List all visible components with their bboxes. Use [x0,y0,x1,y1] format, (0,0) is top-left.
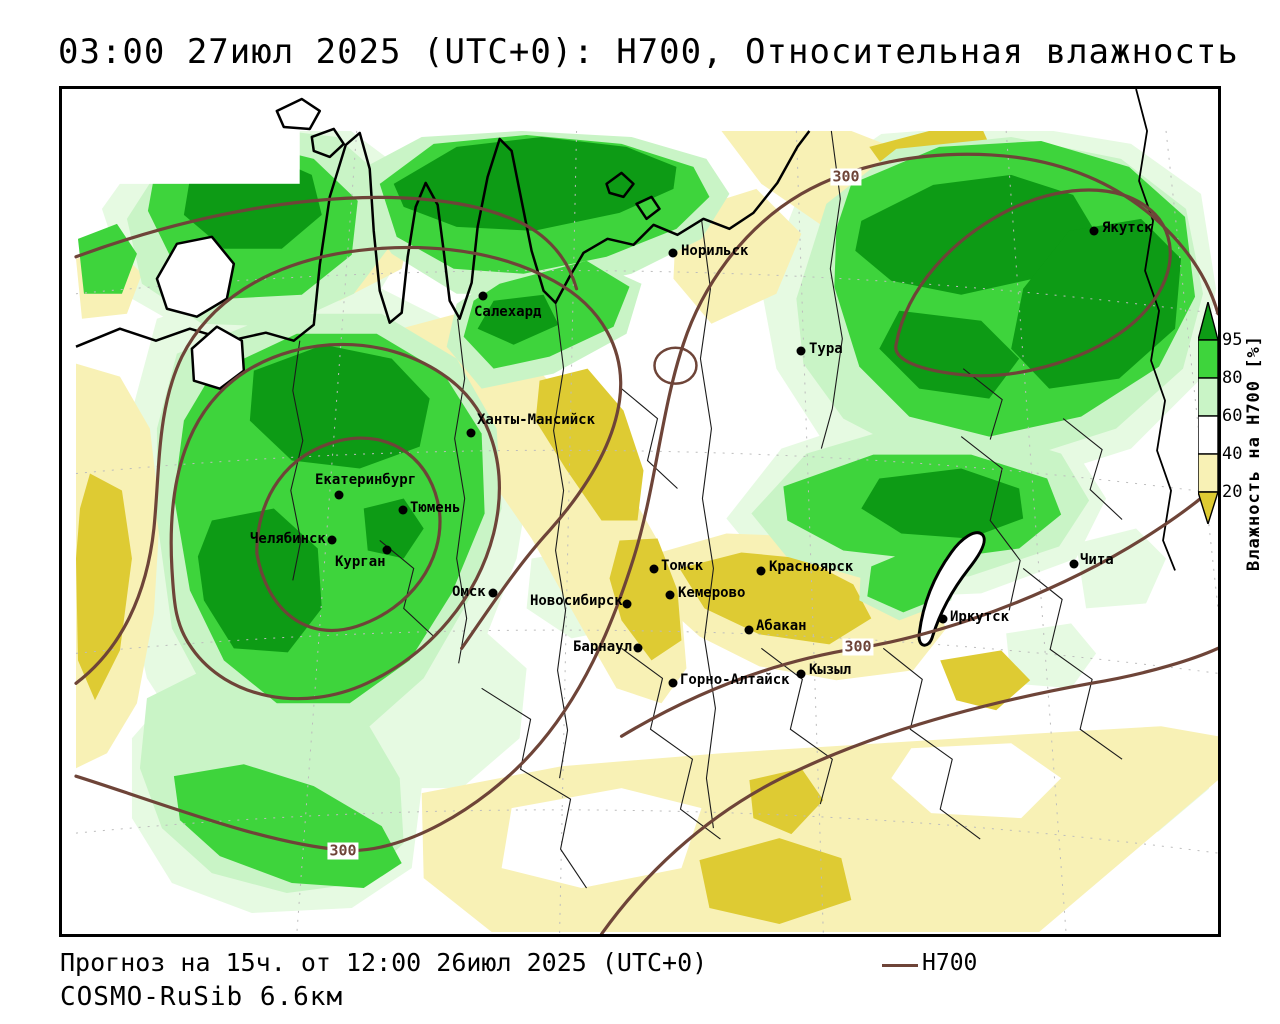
colorbar-tick-40: 40 [1222,444,1243,464]
map-frame: 300 300 300 Норильск Салехард Тура Якутск Хант… [59,86,1221,937]
colorbar-arrow-down [1198,491,1218,524]
coastlines [75,89,1176,647]
footer-model-line: COSMO-RuSib 6.6км [60,982,344,1012]
colorbar [1198,302,1218,524]
legend: H700 [882,948,1042,980]
page-title: 03:00 27июл 2025 (UTC+0): H700, Относите… [58,32,1239,72]
colorbar-axis-label: Влажность на H700 [%] [1244,335,1264,571]
admin-borders [290,130,1123,889]
colorbar-tick-20: 20 [1222,482,1243,502]
colorbar-tick-60: 60 [1222,406,1243,426]
lake-baikal [917,531,986,647]
legend-h700-line [882,964,918,967]
legend-h700-label: H700 [922,950,978,976]
h700-contours [74,152,1218,934]
colorbar-arrow-up [1198,302,1218,341]
colorbar-tick-95: 95 [1222,330,1243,350]
map-art [74,89,1218,934]
footer-forecast-line: Прогноз на 15ч. от 12:00 26июл 2025 (UTC… [60,948,708,977]
colorbar-tick-80: 80 [1222,368,1243,388]
humidity-field [75,130,1218,934]
